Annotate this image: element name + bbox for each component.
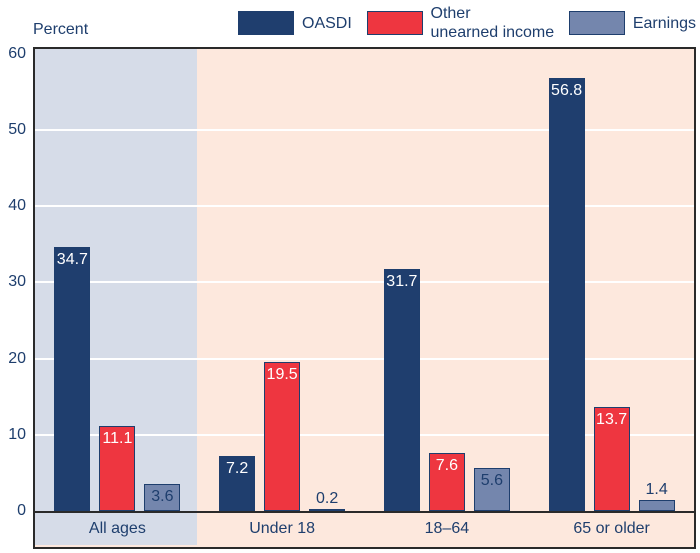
legend-swatch-other-unearned-income [366, 11, 423, 35]
x-axis-line [35, 511, 694, 513]
legend-swatch-earnings [568, 11, 625, 35]
legend-swatch-oasdi [238, 11, 294, 35]
bar-value-label: 31.7 [386, 273, 418, 290]
category-labels: All ages Under 18 18–64 65 or older [35, 513, 694, 545]
bar-other-unearned-income-65-or-older: 13.7 [593, 407, 630, 511]
category-label-under-18: Under 18 [249, 520, 316, 537]
gridline-40 [35, 205, 694, 208]
bar-value-label: 56.8 [551, 82, 583, 99]
bar-value-label: 3.6 [151, 488, 174, 505]
highlight-band-footer [35, 513, 197, 545]
y-tick-label-40: 40 [8, 197, 26, 215]
gridline-10 [35, 433, 694, 436]
bar-oasdi-under-18: 7.2 [219, 456, 256, 511]
legend: OASDI Other unearned income Earnings [238, 2, 696, 44]
bar-earnings-under-18: 0.2 [309, 490, 346, 511]
legend-item-earnings: Earnings [568, 11, 696, 35]
y-tick-label-0: 0 [17, 502, 26, 519]
bar-value-label: 5.6 [480, 472, 503, 489]
gridline-30 [35, 281, 694, 284]
gridline-20 [35, 357, 694, 360]
bar-value-label: 19.5 [266, 366, 298, 383]
y-tick-label-60: 60 [8, 44, 26, 62]
legend-label-other-unearned-income: Other unearned income [430, 5, 555, 41]
x-axis-category-strip: All ages Under 18 18–64 65 or older [35, 513, 694, 545]
bar-group-65-or-older: 56.8 13.7 1.4 [529, 49, 694, 511]
bar-oasdi-18-64: 31.7 [383, 269, 420, 511]
bar-value-label: 0.2 [316, 490, 339, 507]
bar-value-label: 34.7 [56, 251, 88, 268]
bar-value-label: 1.4 [645, 481, 668, 498]
bar-earnings-65-or-older: 1.4 [638, 481, 675, 511]
category-label-18-64: 18–64 [424, 520, 470, 537]
bar-value-label: 13.7 [596, 411, 628, 428]
bar-value-label: 7.6 [435, 457, 458, 474]
legend-label-oasdi: OASDI [302, 14, 352, 32]
bar-earnings-18-64: 5.6 [473, 468, 510, 511]
bar-other-unearned-income-18-64: 7.6 [428, 453, 465, 511]
bar-groups: 34.7 11.1 3.6 7.2 19.5 0.2 31.7 7.6 5.6 56.8 13.7 1… [35, 49, 694, 511]
chart-frame: 34.7 11.1 3.6 7.2 19.5 0.2 31.7 7.6 5.6 56.8 13.7 1… [33, 47, 696, 549]
gridline-50 [35, 129, 694, 131]
bar-oasdi-all-ages: 34.7 [54, 247, 91, 511]
legend-item-other-unearned-income: Other unearned income [366, 4, 555, 42]
bar-oasdi-65-or-older: 56.8 [548, 78, 585, 511]
bar-earnings-all-ages: 3.6 [144, 484, 181, 511]
legend-label-earnings: Earnings [632, 14, 696, 32]
y-tick-label-50: 50 [8, 121, 26, 138]
plot-area: 34.7 11.1 3.6 7.2 19.5 0.2 31.7 7.6 5.6 56.8 13.7 1… [35, 49, 694, 511]
legend-item-oasdi: OASDI [238, 11, 352, 35]
bar-group-under-18: 7.2 19.5 0.2 [200, 49, 365, 511]
bar-other-unearned-income-under-18: 19.5 [264, 362, 301, 511]
category-label-all-ages: All ages [88, 520, 146, 537]
bar-group-all-ages: 34.7 11.1 3.6 [35, 49, 200, 511]
y-tick-label-20: 20 [8, 349, 26, 367]
y-tick-label-30: 30 [8, 273, 26, 291]
y-tick-label-10: 10 [8, 425, 26, 443]
y-axis-title: Percent [33, 21, 89, 38]
bar-value-label: 7.2 [226, 460, 249, 477]
bar-other-unearned-income-all-ages: 11.1 [99, 426, 136, 511]
category-label-65-or-older: 65 or older [573, 520, 650, 537]
bar-value-label: 11.1 [102, 430, 133, 447]
bar-group-18-64: 31.7 7.6 5.6 [365, 49, 530, 511]
